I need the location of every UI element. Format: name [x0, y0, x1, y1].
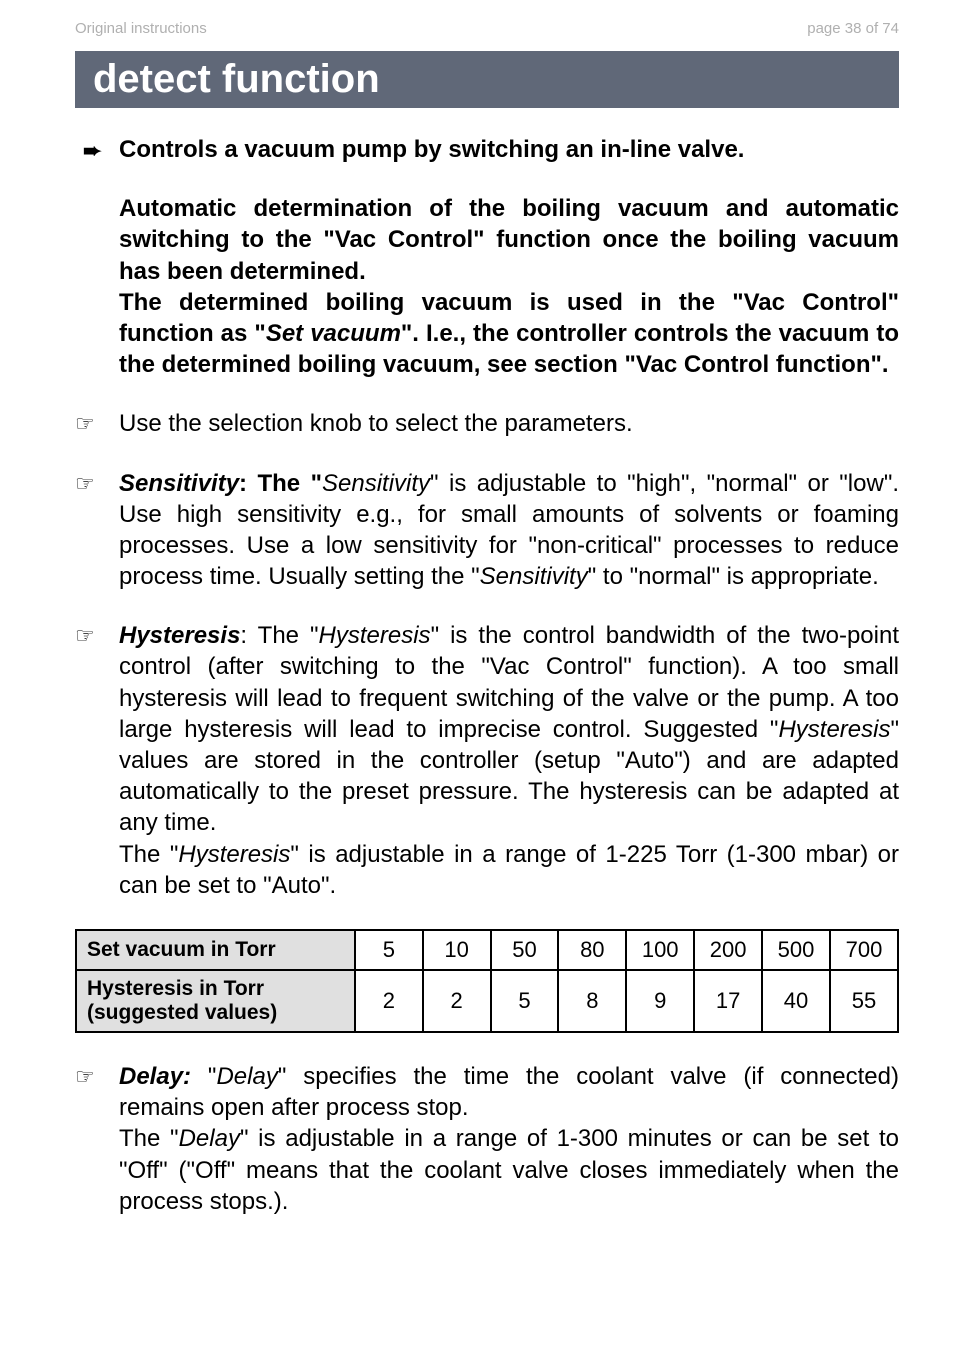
table-cell: 55	[830, 970, 898, 1032]
section-title: detect function	[75, 51, 899, 108]
sensitivity-para: ☞ Sensitivity: The "Sensitivity" is adju…	[119, 468, 899, 593]
arrow-icon: ➨	[83, 137, 101, 166]
hysteresis-table: Set vacuum in Torr 5 10 50 80 100 200 50…	[75, 929, 899, 1033]
intro-line1: ➨ Controls a vacuum pump by switching an…	[119, 134, 899, 165]
header-right: page 38 of 74	[807, 20, 899, 37]
table-row: Set vacuum in Torr 5 10 50 80 100 200 50…	[76, 930, 898, 970]
table-row: Hysteresis in Torr (suggested values) 2 …	[76, 970, 898, 1032]
hysteresis-para: ☞ Hysteresis: The "Hysteresis" is the co…	[119, 620, 899, 838]
pointer-icon: ☞	[75, 622, 95, 651]
table-cell: 8	[558, 970, 626, 1032]
table-cell: 500	[762, 930, 830, 970]
delay-cont: The "Delay" is adjustable in a range of …	[119, 1123, 899, 1217]
page-header: Original instructions page 38 of 74	[75, 20, 899, 37]
pointer-icon: ☞	[75, 1063, 95, 1092]
table-cell: 700	[830, 930, 898, 970]
table-cell: 100	[626, 930, 694, 970]
delay-para: ☞ Delay: "Delay" specifies the time the …	[119, 1061, 899, 1123]
hysteresis-cont: The "Hysteresis" is adjustable in a rang…	[119, 839, 899, 901]
intro-para2: Automatic determination of the boiling v…	[119, 193, 899, 287]
table-cell: 50	[491, 930, 559, 970]
table-cell: 10	[423, 930, 491, 970]
row-header-set-vacuum: Set vacuum in Torr	[76, 930, 355, 970]
table-cell: 9	[626, 970, 694, 1032]
table-cell: 17	[694, 970, 762, 1032]
table-cell: 5	[355, 930, 423, 970]
pointer-icon: ☞	[75, 470, 95, 499]
table-cell: 5	[491, 970, 559, 1032]
intro-para3: The determined boiling vacuum is used in…	[119, 287, 899, 381]
table-cell: 2	[355, 970, 423, 1032]
table-cell: 200	[694, 930, 762, 970]
table-cell: 2	[423, 970, 491, 1032]
row-header-hysteresis: Hysteresis in Torr (suggested values)	[76, 970, 355, 1032]
table-cell: 80	[558, 930, 626, 970]
header-left: Original instructions	[75, 20, 207, 37]
pointer-icon: ☞	[75, 410, 95, 439]
table-cell: 40	[762, 970, 830, 1032]
bullet-selection-knob: ☞ Use the selection knob to select the p…	[119, 408, 899, 439]
